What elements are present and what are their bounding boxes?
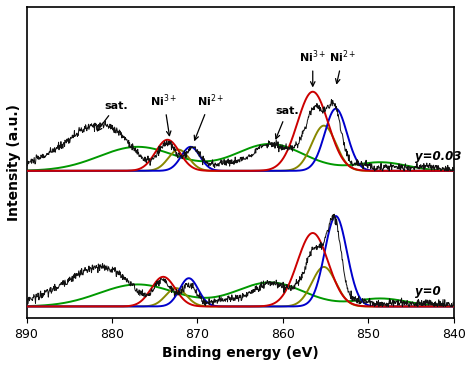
- Text: Ni$^{2+}$: Ni$^{2+}$: [194, 92, 224, 140]
- Text: y=0: y=0: [415, 285, 441, 298]
- Text: sat.: sat.: [275, 106, 299, 139]
- Text: Ni$^{3+}$: Ni$^{3+}$: [299, 49, 327, 86]
- X-axis label: Binding energy (eV): Binding energy (eV): [162, 346, 319, 360]
- Text: y=0.03: y=0.03: [415, 149, 462, 163]
- Text: sat.: sat.: [97, 101, 128, 131]
- Y-axis label: Intensity (a.u.): Intensity (a.u.): [7, 104, 21, 221]
- Text: Ni$^{2+}$: Ni$^{2+}$: [329, 49, 356, 83]
- Text: Ni$^{3+}$: Ni$^{3+}$: [150, 92, 178, 136]
